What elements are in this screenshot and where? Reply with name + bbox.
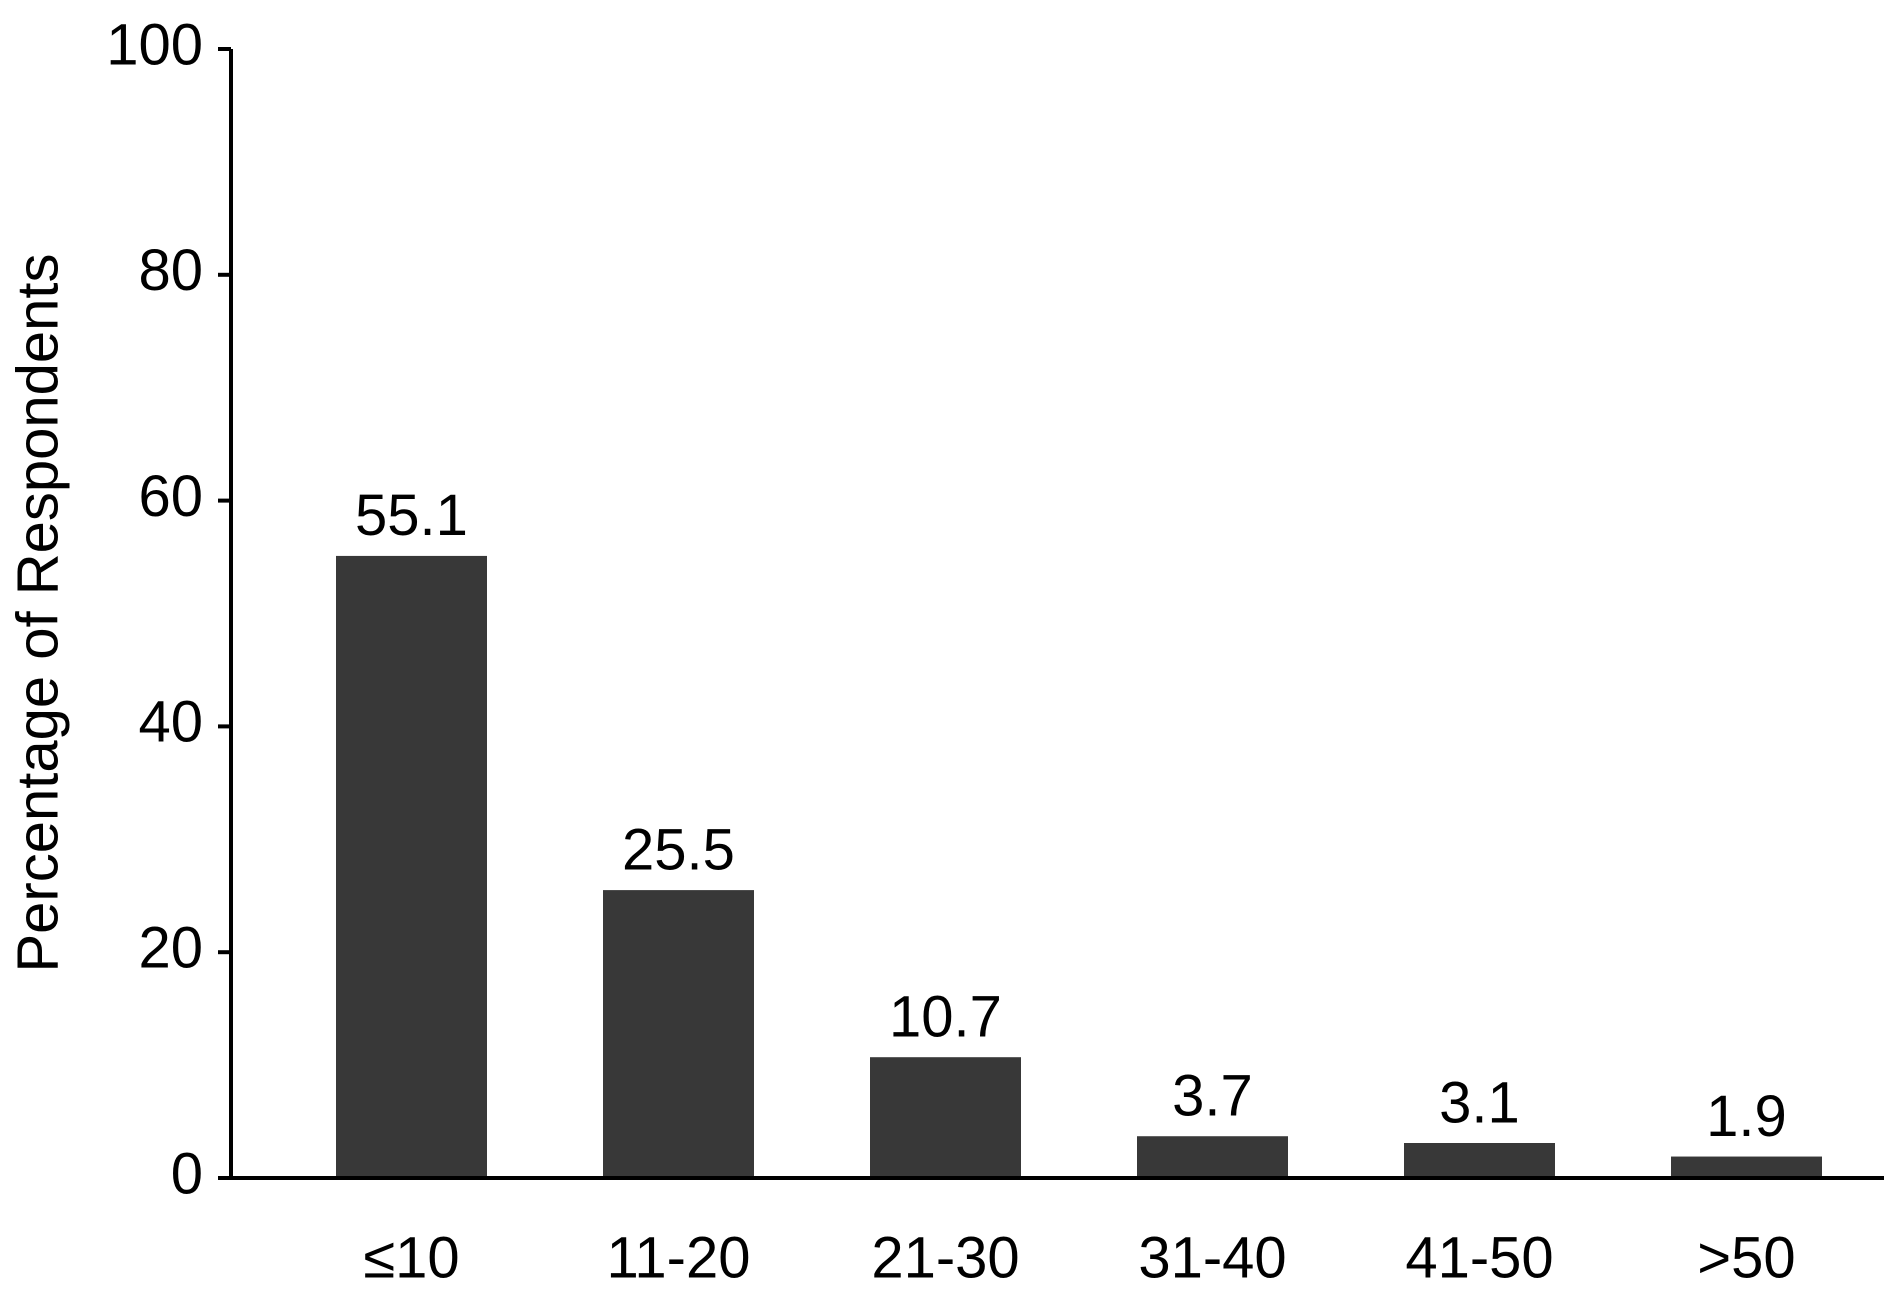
x-tick-label: 11-20 (606, 1225, 750, 1290)
bar (336, 555, 487, 1178)
y-tick-label: 40 (138, 690, 203, 755)
x-tick-label: 31-40 (1138, 1225, 1286, 1290)
y-tick-label: 0 (171, 1141, 203, 1206)
x-tick-label: 41-50 (1405, 1225, 1553, 1290)
data-label: 3.7 (1172, 1064, 1253, 1129)
bar (1137, 1136, 1288, 1178)
data-label: 10.7 (889, 985, 1002, 1050)
data-label: 25.5 (622, 817, 735, 882)
x-tick-label: ≤10 (363, 1225, 459, 1290)
bar (1404, 1143, 1555, 1178)
data-label: 1.9 (1706, 1084, 1787, 1149)
y-tick-label: 100 (106, 12, 203, 77)
bar (603, 890, 754, 1178)
x-tick-label: >50 (1697, 1225, 1795, 1290)
bar (870, 1057, 1021, 1178)
bar (1671, 1156, 1822, 1178)
y-tick-label: 60 (138, 464, 203, 529)
data-label: 55.1 (355, 483, 468, 548)
y-axis-label: Percentage of Respondents (5, 253, 70, 972)
y-tick-label: 80 (138, 238, 203, 303)
y-tick-label: 20 (138, 916, 203, 981)
data-label: 3.1 (1439, 1070, 1520, 1135)
x-tick-label: 21-30 (871, 1225, 1019, 1290)
